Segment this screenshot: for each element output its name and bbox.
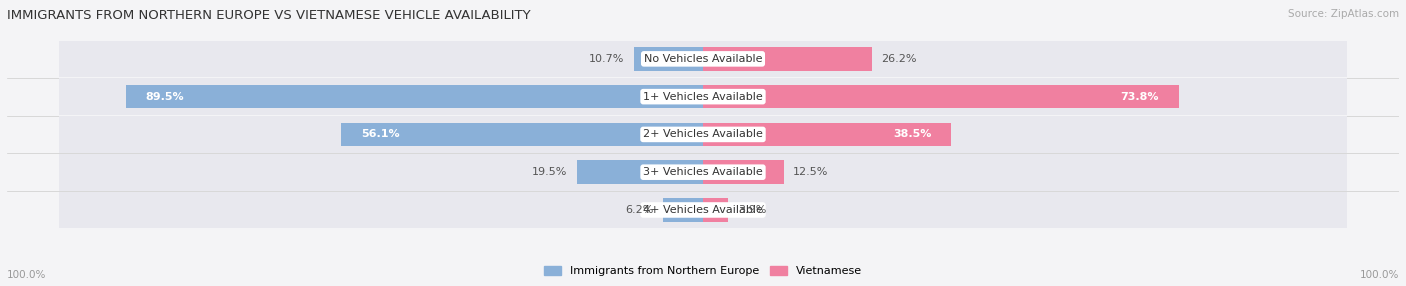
Bar bbox=[703, 116, 1347, 153]
Bar bbox=[703, 85, 1178, 108]
Text: 3.9%: 3.9% bbox=[738, 205, 766, 215]
Text: IMMIGRANTS FROM NORTHERN EUROPE VS VIETNAMESE VEHICLE AVAILABILITY: IMMIGRANTS FROM NORTHERN EUROPE VS VIETN… bbox=[7, 9, 530, 21]
Text: 89.5%: 89.5% bbox=[146, 92, 184, 102]
Text: 3+ Vehicles Available: 3+ Vehicles Available bbox=[643, 167, 763, 177]
Bar bbox=[59, 41, 703, 77]
Bar bbox=[703, 78, 1347, 115]
Text: 12.5%: 12.5% bbox=[793, 167, 828, 177]
Bar bbox=[578, 160, 703, 184]
Text: 6.2%: 6.2% bbox=[626, 205, 654, 215]
Text: 38.5%: 38.5% bbox=[893, 130, 932, 139]
Text: 19.5%: 19.5% bbox=[533, 167, 568, 177]
Text: 100.0%: 100.0% bbox=[1360, 270, 1399, 280]
Bar bbox=[59, 78, 703, 115]
Bar bbox=[342, 123, 703, 146]
Text: 56.1%: 56.1% bbox=[361, 130, 399, 139]
Bar bbox=[703, 192, 1347, 228]
Bar bbox=[127, 85, 703, 108]
Text: Source: ZipAtlas.com: Source: ZipAtlas.com bbox=[1288, 9, 1399, 19]
Text: 73.8%: 73.8% bbox=[1121, 92, 1160, 102]
Text: 100.0%: 100.0% bbox=[7, 270, 46, 280]
Bar bbox=[59, 116, 703, 153]
Text: 2+ Vehicles Available: 2+ Vehicles Available bbox=[643, 130, 763, 139]
Bar bbox=[634, 47, 703, 71]
Text: No Vehicles Available: No Vehicles Available bbox=[644, 54, 762, 64]
Bar bbox=[703, 198, 728, 222]
Bar bbox=[703, 123, 950, 146]
Bar bbox=[59, 154, 703, 190]
Bar bbox=[703, 160, 783, 184]
Bar bbox=[703, 47, 872, 71]
Text: 26.2%: 26.2% bbox=[882, 54, 917, 64]
Bar bbox=[703, 41, 1347, 77]
Bar bbox=[59, 192, 703, 228]
Text: 4+ Vehicles Available: 4+ Vehicles Available bbox=[643, 205, 763, 215]
Bar bbox=[703, 154, 1347, 190]
Bar bbox=[664, 198, 703, 222]
Text: 10.7%: 10.7% bbox=[589, 54, 624, 64]
Text: 1+ Vehicles Available: 1+ Vehicles Available bbox=[643, 92, 763, 102]
Legend: Immigrants from Northern Europe, Vietnamese: Immigrants from Northern Europe, Vietnam… bbox=[540, 261, 866, 281]
